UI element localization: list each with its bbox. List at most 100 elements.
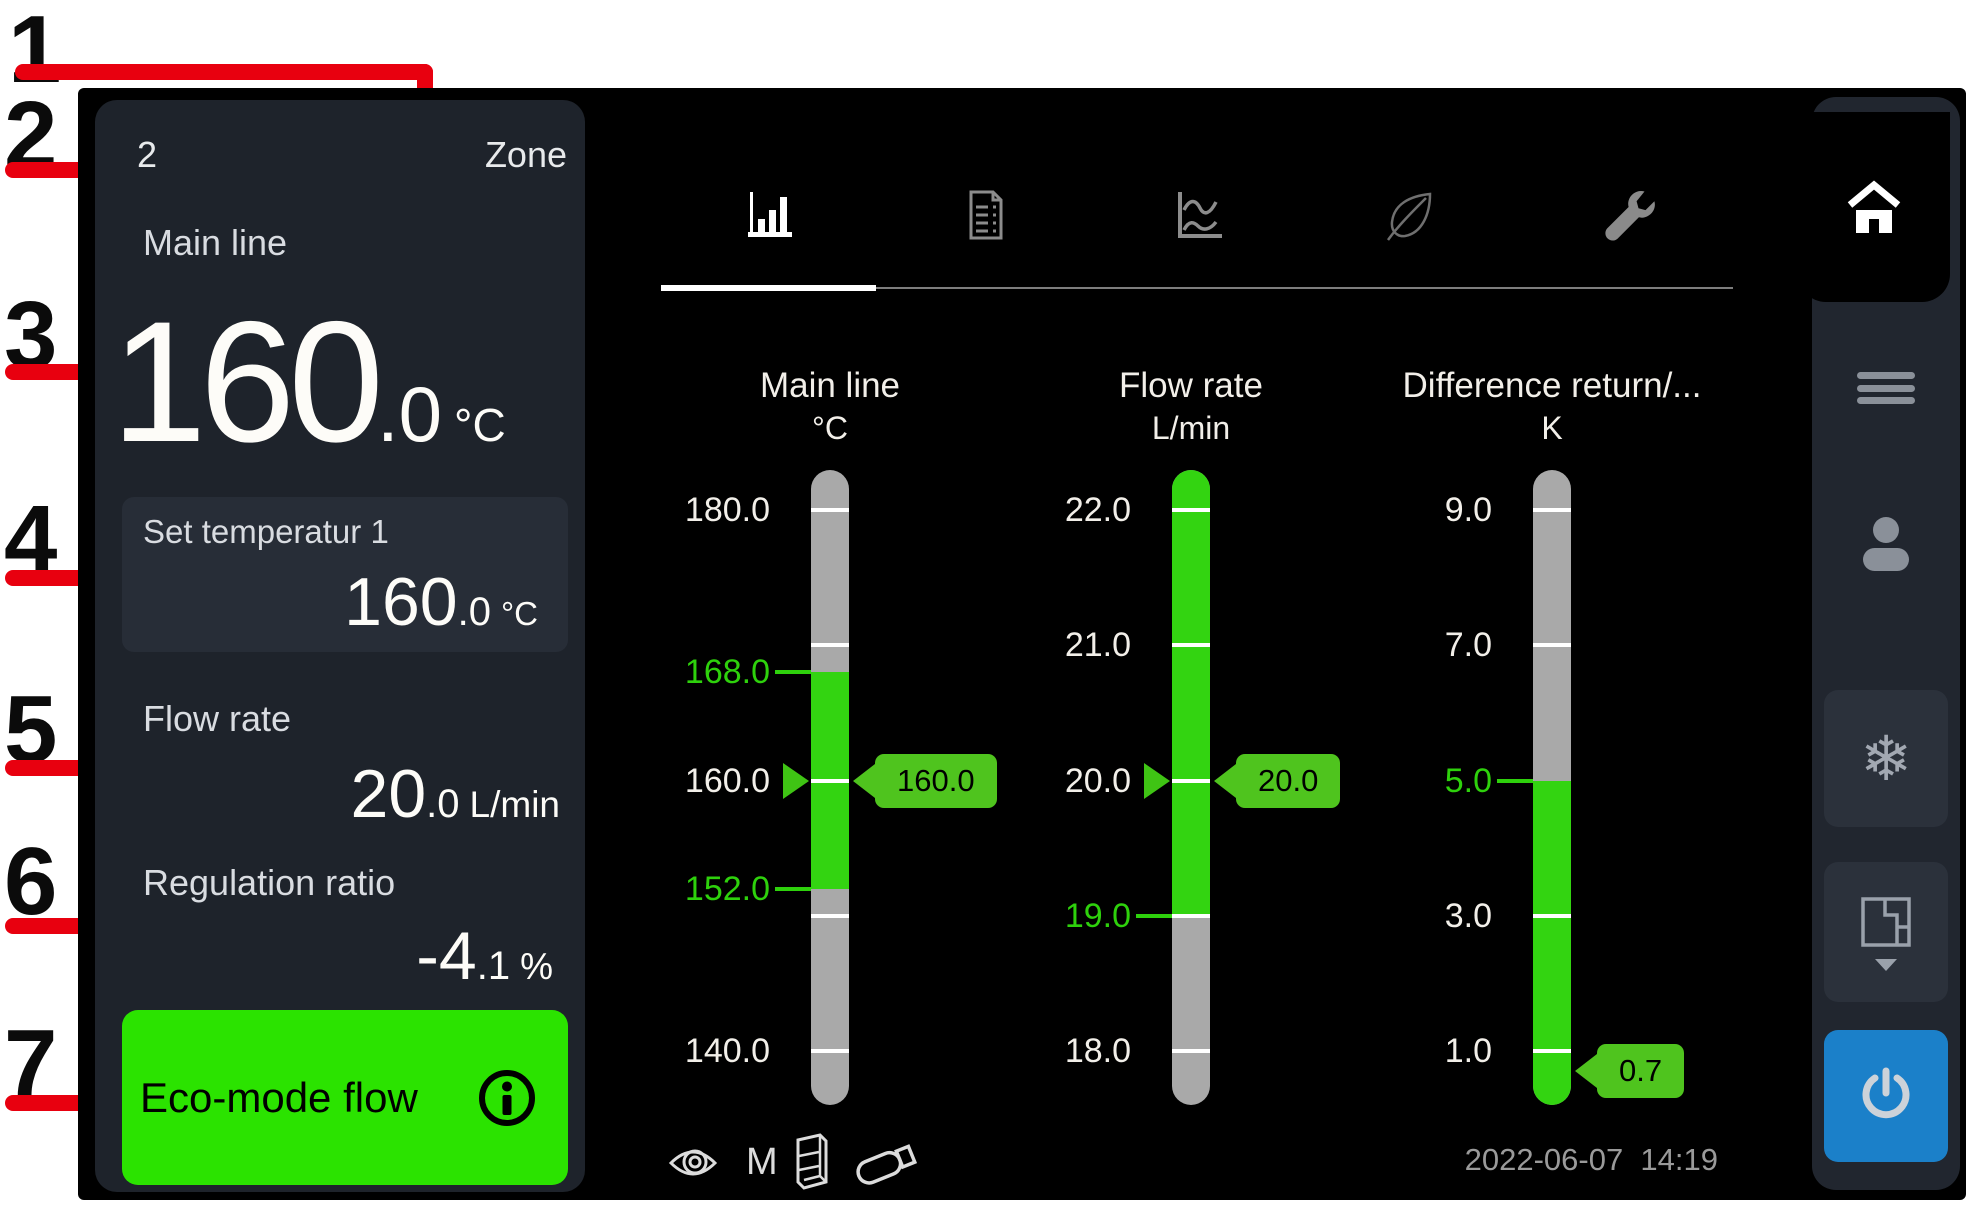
callout-line-1-horizontal — [15, 64, 433, 80]
status-time: 14:19 — [1640, 1142, 1718, 1177]
leaf-icon — [1382, 186, 1440, 244]
gauge-tick — [811, 913, 849, 918]
gauge-threshold-dash — [775, 670, 811, 675]
gauge-tick-label: 7.0 — [1444, 626, 1492, 665]
status-date: 2022-06-07 — [1464, 1142, 1624, 1177]
gauge-title: Flow rate — [1119, 366, 1263, 405]
menu-button[interactable] — [1824, 343, 1948, 433]
eco-mode-flow-label: Eco-mode flow — [140, 1073, 418, 1121]
main-line-value-dec: .0 — [376, 370, 443, 458]
gauge-unit: L/min — [1151, 410, 1231, 446]
regulation-ratio-value-int: -4 — [416, 918, 477, 994]
gauge-title: Difference return/... — [1402, 366, 1702, 405]
gauge-setpoint-pointer — [1144, 762, 1170, 799]
gauge-tick-label: 140.0 — [684, 1032, 770, 1070]
tab-strip-divider — [661, 287, 1733, 289]
info-icon — [478, 1069, 536, 1127]
tab-trend[interactable] — [1159, 185, 1239, 245]
gauge-tick — [1172, 1049, 1210, 1053]
regulation-ratio-label: Regulation ratio — [143, 862, 396, 903]
trend-icon — [1170, 186, 1228, 244]
gauge-tick — [811, 643, 849, 648]
set-temperature-field[interactable]: Set temperatur 1 160 .0 °C — [122, 497, 568, 652]
gauge-tick-label: 160.0 — [684, 761, 770, 800]
eco-mode-flow-button[interactable]: Eco-mode flow — [122, 1010, 568, 1185]
main-line-unit: °C — [454, 399, 506, 451]
tab-report[interactable] — [945, 185, 1025, 245]
badge-arrow — [1214, 763, 1236, 798]
gauge-tick-label: 180.0 — [684, 491, 770, 529]
gauge-tick — [1172, 778, 1210, 783]
gauge-tick — [1172, 508, 1210, 512]
badge-arrow — [853, 763, 875, 798]
home-button[interactable] — [1798, 112, 1950, 302]
status-timestamp: 2022-06-07 14:19 — [1465, 1142, 1718, 1178]
flow-rate-label: Flow rate — [143, 698, 292, 739]
gauge-value-badge: 0.7 — [1575, 1044, 1685, 1099]
gauge-tick — [811, 1049, 849, 1053]
gauge-tick — [1533, 508, 1571, 512]
zone-number: 2 — [137, 134, 158, 175]
gauge-bar — [1533, 470, 1571, 1105]
home-icon — [1843, 178, 1905, 236]
gauge-tick-label: 18.0 — [1064, 1032, 1131, 1070]
gauge-tick-label: 9.0 — [1444, 491, 1492, 529]
flow-rate-value-dec: .0 — [426, 782, 460, 826]
gauge-green-zone — [1533, 780, 1571, 1105]
gauge-threshold-dash — [1136, 913, 1172, 918]
set-temperature-value-int: 160 — [344, 564, 458, 640]
user-button[interactable] — [1824, 489, 1948, 599]
power-button[interactable] — [1824, 1030, 1948, 1162]
tab-settings[interactable] — [1587, 185, 1667, 245]
badge-arrow — [1575, 1054, 1597, 1089]
gauge-tick-label: 152.0 — [684, 869, 770, 908]
device-screen: 2 Zone Main line 160 .0 °C Set temperatu… — [78, 88, 1966, 1200]
gauge-bar — [1172, 470, 1210, 1105]
menu-icon — [1857, 367, 1915, 410]
gauge-unit: °C — [812, 410, 848, 446]
gauge-setpoint-pointer — [783, 762, 809, 799]
zones-icon — [1855, 893, 1917, 955]
gauge-tick — [1533, 913, 1571, 918]
gauge-unit: K — [1541, 410, 1563, 446]
report-icon — [956, 186, 1014, 244]
cooling-button[interactable]: ❄ — [1824, 690, 1948, 827]
gauge-value-badge: 20.0 — [1214, 753, 1341, 808]
flow-rate-value: 20 .0 L/min — [351, 760, 560, 828]
callout-number-6: 6 — [4, 828, 58, 935]
gauge-tick-label: 21.0 — [1064, 626, 1131, 665]
callout-number-1: 1 — [8, 0, 62, 103]
badge-value: 160.0 — [875, 753, 997, 808]
zone-layout-button[interactable] — [1824, 862, 1948, 1002]
tab-eco[interactable] — [1371, 185, 1451, 245]
gauge-threshold-dash — [775, 886, 811, 891]
gauge-tick — [811, 508, 849, 512]
flow-rate-unit: L/min — [469, 784, 560, 825]
gauge-bar — [811, 470, 849, 1105]
set-temperature-label: Set temperatur 1 — [143, 513, 389, 550]
main-line-value: 160 .0 °C — [111, 296, 506, 468]
set-temperature-value-dec: .0 — [457, 590, 491, 634]
regulation-ratio-value: -4 .1 % — [416, 922, 553, 990]
gauge-green-zone — [1172, 470, 1210, 916]
logbook-icon — [790, 1130, 836, 1194]
zone-title: Zone — [484, 134, 567, 175]
bar-chart-icon — [741, 186, 799, 244]
main-line-value-int: 160 — [111, 286, 384, 478]
gauge-tick-label: 1.0 — [1444, 1032, 1492, 1070]
main-line-label: Main line — [143, 222, 288, 263]
tab-overview[interactable] — [730, 185, 810, 245]
flow-rate-value-int: 20 — [350, 756, 427, 832]
regulation-ratio-value-dec: .1 — [476, 944, 511, 988]
gauge-tick — [1533, 643, 1571, 648]
badge-value: 20.0 — [1236, 753, 1341, 808]
gauge-tick-label: 168.0 — [684, 653, 770, 692]
monitoring-mode-letter: M — [746, 1141, 778, 1183]
zone-summary-card: 2 Zone Main line 160 .0 °C Set temperatu… — [95, 100, 585, 1192]
badge-value: 0.7 — [1597, 1044, 1685, 1099]
gauge-tick-label: 22.0 — [1064, 491, 1131, 529]
set-temperature-unit: °C — [500, 595, 538, 632]
gauge-value-badge: 160.0 — [853, 753, 997, 808]
wrench-icon — [1598, 186, 1656, 244]
